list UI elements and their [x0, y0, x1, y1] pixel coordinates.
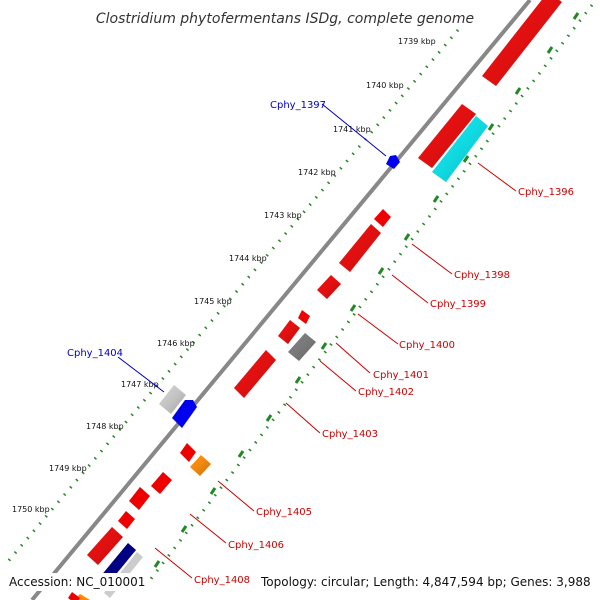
label-cphy-1406[interactable]: Cphy_1406: [228, 540, 284, 551]
label-cphy-1398[interactable]: Cphy_1398: [454, 270, 510, 281]
gene-cphy-1408-red[interactable]: [87, 527, 123, 565]
tick-label-1745: 1745 kbp: [194, 297, 232, 306]
tick-label-1746: 1746 kbp: [157, 339, 195, 348]
gene-cphy-1398[interactable]: [339, 209, 391, 272]
gene-top-red[interactable]: [482, 0, 562, 86]
footer-accession: Accession: NC_010001: [9, 575, 145, 589]
gene-cphy-1399[interactable]: [317, 275, 341, 299]
gene-cphy-1404-blue[interactable]: [172, 400, 197, 428]
tick-track-inner: [148, 4, 594, 581]
footer-accession-bg: [6, 573, 148, 591]
gene-cphy-1396-red[interactable]: [418, 104, 476, 168]
callout-lines: [117, 103, 517, 579]
label-cphy-1396[interactable]: Cphy_1396: [518, 187, 574, 198]
label-cphy-1403[interactable]: Cphy_1403: [322, 429, 378, 440]
tick-label-1741: 1741 kbp: [333, 125, 371, 134]
gene-cphy-1396-cyan[interactable]: [432, 116, 488, 182]
tick-label-1748: 1748 kbp: [86, 422, 124, 431]
gene-cphy-1401[interactable]: [278, 320, 300, 344]
label-cphy-1399[interactable]: Cphy_1399: [430, 299, 486, 310]
label-cphy-1405[interactable]: Cphy_1405: [256, 507, 312, 518]
label-cphy-1397[interactable]: Cphy_1397: [270, 100, 326, 111]
tick-label-1742: 1742 kbp: [298, 168, 336, 177]
gene-bottom-red[interactable]: [68, 592, 80, 600]
gene-cphy-1405-red[interactable]: [180, 443, 196, 462]
tick-label-1739: 1739 kbp: [398, 37, 436, 46]
map-title: Clostridium phytofermentans ISDg, comple…: [96, 11, 474, 27]
footer-summary-bg: [258, 573, 594, 591]
gene-cphy-1397[interactable]: [386, 155, 400, 169]
tick-label-1744: 1744 kbp: [229, 254, 267, 263]
label-cphy-1404[interactable]: Cphy_1404: [67, 348, 123, 359]
gene-cphy-1405-orange[interactable]: [190, 455, 211, 476]
gene-cphy-1406-b[interactable]: [118, 487, 150, 529]
tick-label-1740: 1740 kbp: [366, 81, 404, 90]
gene-cphy-1406-a[interactable]: [151, 472, 172, 494]
label-cphy-1400[interactable]: Cphy_1400: [399, 340, 455, 351]
label-cphy-1401[interactable]: Cphy_1401: [373, 370, 429, 381]
genome-backbone: [30, 0, 532, 600]
label-cphy-1408[interactable]: Cphy_1408: [194, 575, 250, 586]
tick-label-1743: 1743 kbp: [264, 211, 302, 220]
tick-label-1749: 1749 kbp: [49, 464, 87, 473]
inner-major-ticks: [153, 12, 580, 568]
gene-cphy-1404-gray[interactable]: [159, 385, 186, 414]
tick-label-1750: 1750 kbp: [12, 505, 50, 514]
gene-cphy-1403[interactable]: [234, 350, 276, 398]
label-cphy-1402[interactable]: Cphy_1402: [358, 387, 414, 398]
tick-label-1747: 1747 kbp: [121, 380, 159, 389]
gene-cphy-1402[interactable]: [288, 333, 316, 361]
gene-cphy-1400[interactable]: [298, 310, 310, 324]
footer-summary: Topology: circular; Length: 4,847,594 bp…: [260, 575, 591, 589]
